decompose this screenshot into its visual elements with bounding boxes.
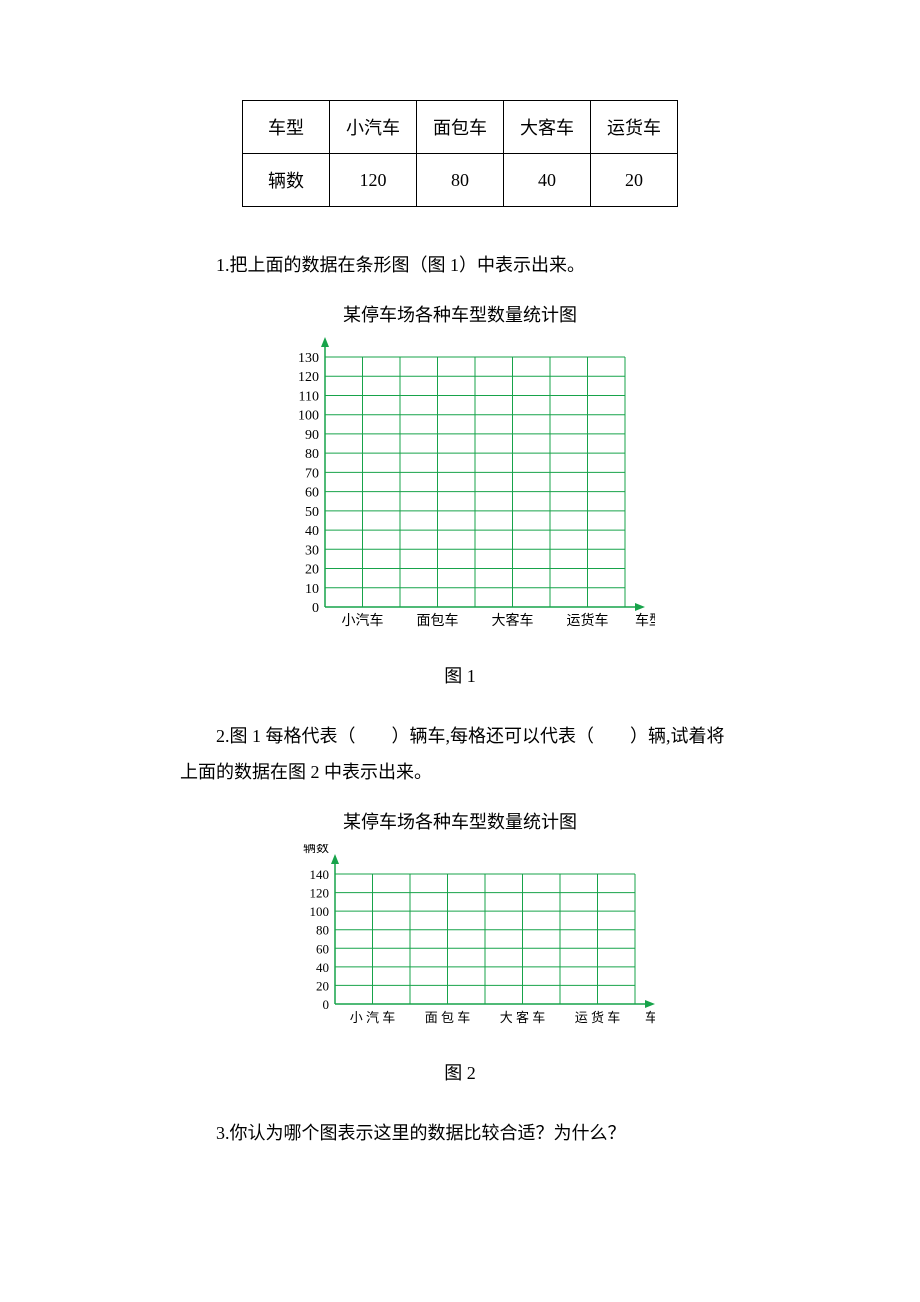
- td-val-2: 40: [504, 154, 591, 207]
- svg-text:100: 100: [298, 409, 319, 424]
- chart2-caption: 图 2: [180, 1059, 740, 1085]
- svg-text:辆数: 辆数: [303, 844, 329, 855]
- q2-blank1: [356, 726, 392, 746]
- svg-text:0: 0: [312, 601, 319, 616]
- td-val-1: 80: [417, 154, 504, 207]
- th-bus: 大客车: [504, 101, 591, 154]
- svg-text:50: 50: [305, 505, 319, 520]
- svg-text:60: 60: [316, 941, 329, 956]
- svg-text:20: 20: [305, 563, 319, 578]
- chart1-caption: 图 1: [180, 662, 740, 688]
- svg-text:70: 70: [305, 466, 319, 481]
- svg-text:大 客 车: 大 客 车: [500, 1010, 546, 1025]
- svg-text:辆数: 辆数: [291, 337, 319, 339]
- svg-text:40: 40: [305, 524, 319, 539]
- chart2-title: 某停车场各种车型数量统计图: [180, 808, 740, 834]
- svg-text:120: 120: [310, 886, 330, 901]
- svg-text:80: 80: [316, 923, 329, 938]
- svg-text:80: 80: [305, 447, 319, 462]
- chart2-grid: 0 20 40 60 80 100 120 140 辆数小 汽 车 面 包 车 大 客 车 运 货 车…: [265, 844, 655, 1044]
- chart1-grid: 0 10 20 30 40 50 60 70 80 90 100 110 120 130 辆数小汽车 面包车 大…: [265, 337, 655, 647]
- question-1: 1.把上面的数据在条形图（图 1）中表示出来。: [180, 247, 740, 283]
- svg-text:140: 140: [310, 867, 330, 882]
- q2-mid: ）辆车,每格还可以代表（: [392, 726, 595, 746]
- svg-text:130: 130: [298, 351, 319, 366]
- th-van: 面包车: [417, 101, 504, 154]
- svg-text:20: 20: [316, 978, 329, 993]
- td-val-0: 120: [330, 154, 417, 207]
- th-truck: 运货车: [591, 101, 678, 154]
- td-label: 辆数: [243, 154, 330, 207]
- svg-text:运 货 车: 运 货 车: [575, 1010, 621, 1025]
- svg-text:90: 90: [305, 428, 319, 443]
- svg-text:小 汽 车: 小 汽 车: [350, 1010, 396, 1025]
- q2-prefix: 2.图 1 每格代表（: [216, 726, 356, 746]
- svg-text:面包车: 面包车: [417, 612, 459, 629]
- svg-text:120: 120: [298, 370, 319, 385]
- table-data-row: 辆数 120 80 40 20: [243, 154, 678, 207]
- svg-text:车型: 车型: [635, 612, 655, 629]
- svg-text:100: 100: [310, 904, 330, 919]
- svg-text:0: 0: [323, 997, 330, 1012]
- th-car: 小汽车: [330, 101, 417, 154]
- chart1-title: 某停车场各种车型数量统计图: [180, 301, 740, 327]
- svg-text:小汽车: 小汽车: [342, 612, 384, 629]
- svg-text:30: 30: [305, 543, 319, 558]
- svg-text:110: 110: [299, 389, 319, 404]
- svg-text:大客车: 大客车: [492, 612, 534, 629]
- svg-text:60: 60: [305, 486, 319, 501]
- th-type: 车型: [243, 101, 330, 154]
- question-3: 3.你认为哪个图表示这里的数据比较合适？为什么？: [180, 1115, 740, 1151]
- svg-text:40: 40: [316, 960, 329, 975]
- vehicle-data-table: 车型 小汽车 面包车 大客车 运货车 辆数 120 80 40 20: [242, 100, 678, 207]
- svg-text:面 包 车: 面 包 车: [425, 1010, 471, 1025]
- question-2: 2.图 1 每格代表（ ）辆车,每格还可以代表（ ）辆,试着将上面的数据在图 2…: [180, 718, 740, 790]
- td-val-3: 20: [591, 154, 678, 207]
- svg-text:运货车: 运货车: [567, 612, 609, 629]
- svg-text:车 型: 车 型: [645, 1010, 655, 1025]
- table-header-row: 车型 小汽车 面包车 大客车 运货车: [243, 101, 678, 154]
- svg-text:10: 10: [305, 582, 319, 597]
- q2-blank2: [594, 726, 630, 746]
